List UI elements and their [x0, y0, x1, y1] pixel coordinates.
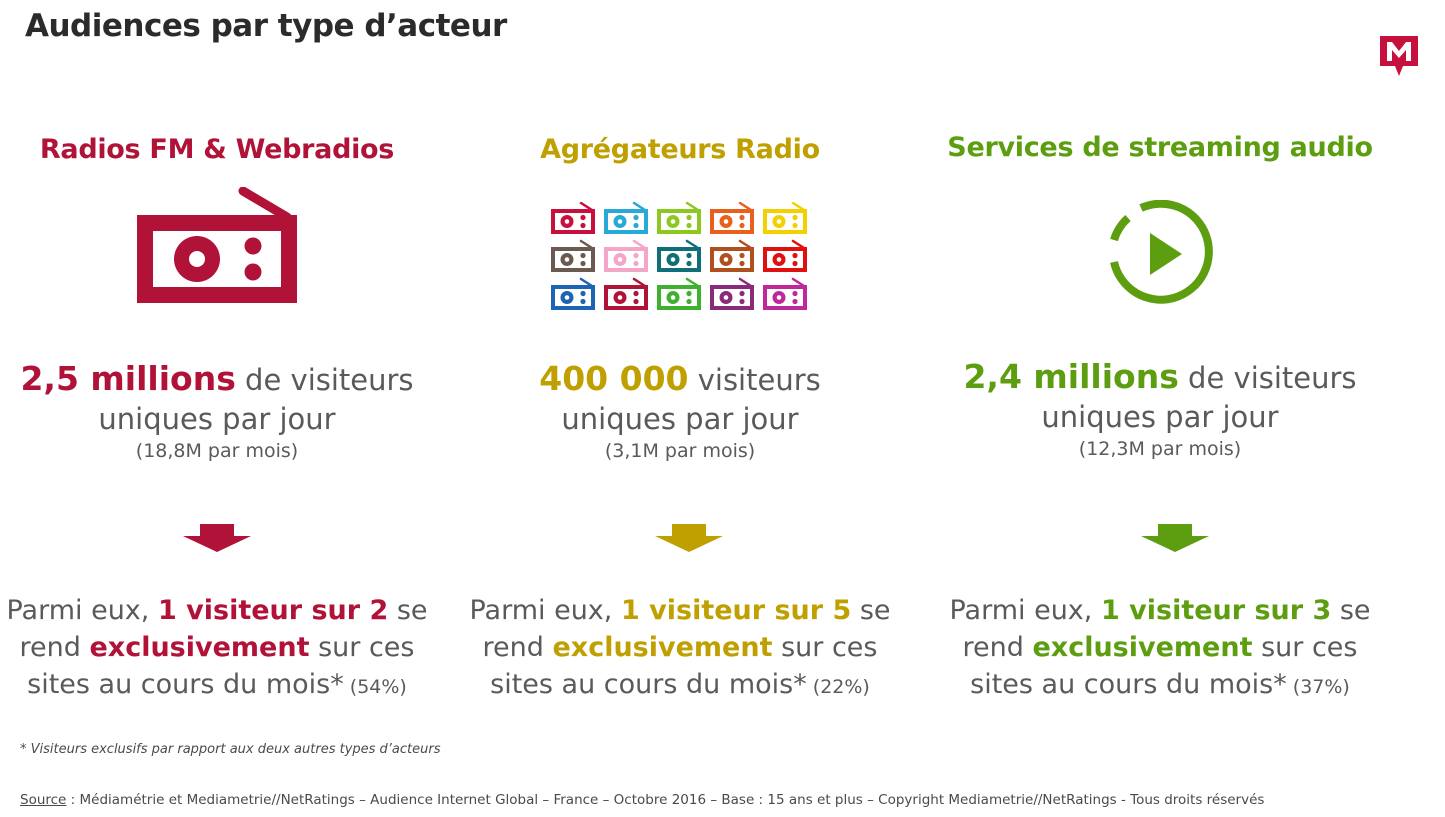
- page-title: Audiences par type d’acteur: [25, 8, 507, 44]
- radio-icon: [137, 187, 297, 303]
- daily-visitors-value: 2,4 millions: [963, 357, 1179, 396]
- small-radio-icon: [551, 239, 595, 272]
- down-arrow-icon: [655, 524, 723, 552]
- small-radio-icon: [604, 239, 648, 272]
- column-heading: Radios FM & Webradios: [39, 134, 395, 165]
- small-radio-icon: [551, 277, 595, 310]
- small-radio-icon: [710, 277, 754, 310]
- down-arrow-icon: [1141, 524, 1209, 552]
- small-radio-icon: [604, 202, 648, 234]
- source-text: : Médiamétrie et Mediametrie//NetRatings…: [66, 792, 1265, 808]
- audience-stat: 400 000 visiteurs uniques par jour (3,1M…: [460, 359, 900, 464]
- footnote: * Visiteurs exclusifs par rapport aux de…: [20, 742, 441, 757]
- source-label: Source: [20, 792, 67, 808]
- small-radio-icon: [763, 277, 807, 310]
- exclusive-visitors-text: Parmi eux, 1 visiteur sur 5 se rend excl…: [469, 595, 891, 700]
- small-radio-icon: [763, 239, 807, 272]
- column-heading: Agrégateurs Radio: [540, 134, 820, 165]
- audience-stat: 2,5 millions de visiteurs uniques par jo…: [0, 359, 437, 464]
- column-heading: Services de streaming audio: [947, 132, 1373, 163]
- small-radio-icon: [710, 202, 754, 234]
- small-radio-icon: [551, 202, 595, 234]
- small-radio-icon: [763, 202, 807, 234]
- monthly-visitors: (12,3M par mois): [1078, 438, 1242, 460]
- small-radio-icon: [710, 239, 754, 272]
- daily-visitors-value: 400 000: [539, 359, 689, 398]
- small-radio-icon: [657, 239, 701, 272]
- source-line: Source : Médiamétrie et Mediametrie//Net…: [20, 792, 1264, 808]
- small-radio-icon: [657, 277, 701, 310]
- exclusive-visitors-text: Parmi eux, 1 visiteur sur 2 se rend excl…: [6, 595, 428, 700]
- small-radio-icon: [604, 277, 648, 310]
- down-arrow-icon: [183, 524, 251, 552]
- small-radio-icon: [657, 202, 701, 234]
- exclusive-visitors-text: Parmi eux, 1 visiteur sur 3 se rend excl…: [949, 595, 1371, 700]
- play-circle-icon: [1110, 200, 1213, 304]
- audience-stat: 2,4 millions de visiteurs uniques par jo…: [940, 357, 1380, 462]
- daily-visitors-value: 2,5 millions: [20, 359, 236, 398]
- radio-grid-icon: [551, 202, 807, 310]
- monthly-visitors: (3,1M par mois): [604, 440, 756, 462]
- monthly-visitors: (18,8M par mois): [135, 440, 299, 462]
- mediametrie-logo: [1380, 36, 1418, 76]
